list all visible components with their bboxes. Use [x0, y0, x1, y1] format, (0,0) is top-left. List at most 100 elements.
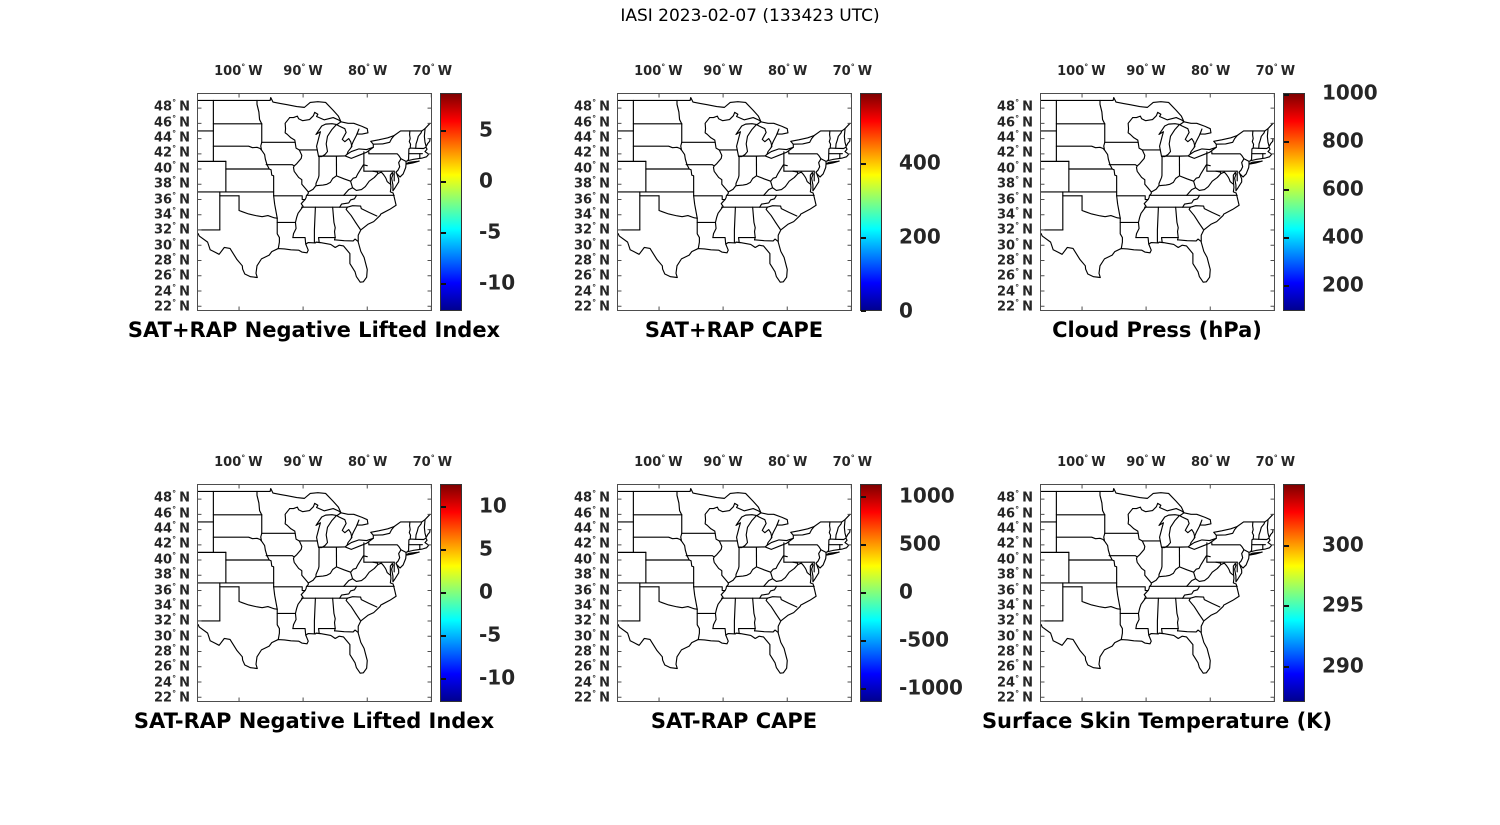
lat-direction: N	[179, 659, 190, 675]
lat-tick-label: 38° N	[154, 567, 190, 583]
degree-symbol: °	[592, 190, 597, 200]
lat-tick-label: 26° N	[574, 268, 610, 284]
lon-tick-label: 70° W	[833, 454, 872, 470]
degree-symbol: °	[172, 643, 177, 653]
axis-tick-marks	[618, 94, 851, 310]
lon-tick-label: 80° W	[348, 63, 387, 79]
panel-title: SAT+RAP Negative Lifted Index	[127, 318, 501, 342]
degree-symbol: °	[592, 298, 597, 308]
us-state-boundaries-map	[618, 485, 851, 701]
lat-tick-label: 28° N	[154, 252, 190, 269]
lat-tick-label: 22° N	[574, 298, 610, 315]
degree-symbol: °	[1015, 658, 1020, 668]
lat-tick-label: 38° N	[997, 175, 1033, 192]
degree-symbol: °	[592, 673, 597, 683]
lat-tick-value: 32	[154, 613, 173, 629]
lat-tick-label: 48° N	[574, 490, 610, 506]
panel-title: SAT-RAP CAPE	[650, 709, 818, 733]
degree-symbol: °	[592, 504, 597, 514]
lon-tick-label: 90° W	[1126, 454, 1165, 470]
colorbar-tick-mark	[861, 163, 866, 166]
lon-tick-value: 100	[634, 455, 662, 470]
lat-direction: N	[599, 268, 610, 284]
lat-direction: N	[179, 690, 190, 706]
degree-symbol: °	[172, 252, 177, 262]
lat-tick-value: 46	[574, 115, 593, 131]
lat-tick-value: 30	[154, 629, 173, 645]
degree-symbol: °	[1015, 129, 1020, 139]
degree-symbol: °	[592, 520, 597, 530]
degree-symbol: °	[1015, 175, 1020, 185]
lat-direction: N	[179, 238, 190, 254]
degree-symbol: °	[592, 252, 597, 262]
lon-tick-label: 80° W	[768, 454, 808, 470]
lat-direction: N	[179, 490, 190, 506]
lat-direction: N	[1022, 490, 1033, 506]
lon-direction: W	[248, 64, 263, 79]
lat-tick-value: 26	[574, 659, 593, 675]
degree-symbol: °	[592, 175, 597, 185]
lat-direction: N	[1022, 521, 1033, 537]
lat-direction: N	[179, 176, 190, 192]
degree-symbol: °	[172, 520, 177, 530]
lat-tick-value: 24	[574, 284, 593, 300]
lon-direction: W	[308, 64, 323, 79]
lat-tick-label: 32° N	[154, 613, 190, 629]
lat-tick-value: 42	[574, 145, 593, 161]
degree-symbol: °	[592, 98, 597, 108]
lat-tick-value: 34	[154, 598, 173, 614]
colorbar	[1283, 93, 1305, 311]
lat-direction: N	[599, 115, 610, 131]
degree-symbol: °	[592, 206, 597, 216]
lon-direction: W	[1280, 64, 1296, 79]
degree-symbol: °	[592, 113, 597, 123]
degree-symbol: °	[1015, 504, 1020, 514]
us-state-boundaries-map	[198, 94, 431, 310]
colorbar-tick-mark	[1284, 236, 1289, 239]
degree-symbol: °	[1273, 62, 1278, 72]
map-panel: 100° W 90° W 80° W 70° W 48° N 46° N 44° N 42° N 40° N 38°…	[997, 63, 1378, 342]
lat-tick-label: 24° N	[574, 283, 610, 300]
colorbar-tick-label: 1000	[1322, 80, 1378, 105]
degree-symbol: °	[721, 62, 726, 72]
lat-direction: N	[1022, 690, 1033, 706]
degree-symbol: °	[1273, 453, 1278, 463]
lat-tick-value: 26	[997, 659, 1016, 675]
lat-tick-label: 30° N	[997, 237, 1033, 253]
lat-direction: N	[179, 567, 190, 583]
degree-symbol: °	[172, 190, 177, 200]
colorbar-tick-label: 0	[479, 168, 493, 193]
lat-direction: N	[1022, 675, 1033, 691]
lat-direction: N	[179, 644, 190, 660]
colorbar-tick-label: 290	[1322, 653, 1364, 678]
colorbar	[1283, 484, 1305, 702]
lat-tick-value: 40	[574, 161, 593, 177]
lat-direction: N	[599, 613, 610, 629]
lat-direction: N	[599, 161, 610, 177]
lat-direction: N	[179, 675, 190, 691]
lat-direction: N	[1022, 299, 1033, 315]
colorbar-tick-label: 300	[1322, 532, 1364, 557]
degree-symbol: °	[1015, 612, 1020, 622]
lon-tick-value: 90	[703, 64, 722, 79]
colorbar-tick-mark	[1284, 605, 1289, 608]
degree-symbol: °	[1209, 453, 1214, 463]
lat-tick-value: 42	[154, 536, 173, 552]
degree-symbol: °	[592, 689, 597, 699]
lat-tick-label: 34° N	[574, 598, 610, 614]
map-panel: 100° W 90° W 80° W 70° W 48° N 46° N 44° N 42° N 40° N 38°…	[128, 63, 515, 342]
lat-tick-label: 46° N	[574, 113, 610, 131]
us-state-boundaries-map	[1041, 485, 1274, 701]
degree-symbol: °	[1015, 535, 1020, 545]
lat-tick-value: 34	[997, 207, 1016, 223]
degree-symbol: °	[1015, 267, 1020, 277]
map-axes-box	[617, 484, 852, 702]
degree-symbol: °	[592, 159, 597, 169]
lon-direction: W	[793, 455, 808, 470]
degree-symbol: °	[592, 643, 597, 653]
lat-tick-value: 46	[997, 115, 1016, 131]
degree-symbol: °	[172, 673, 177, 683]
degree-symbol: °	[592, 658, 597, 668]
lat-tick-value: 22	[574, 299, 593, 315]
lat-tick-label: 34° N	[154, 598, 190, 614]
